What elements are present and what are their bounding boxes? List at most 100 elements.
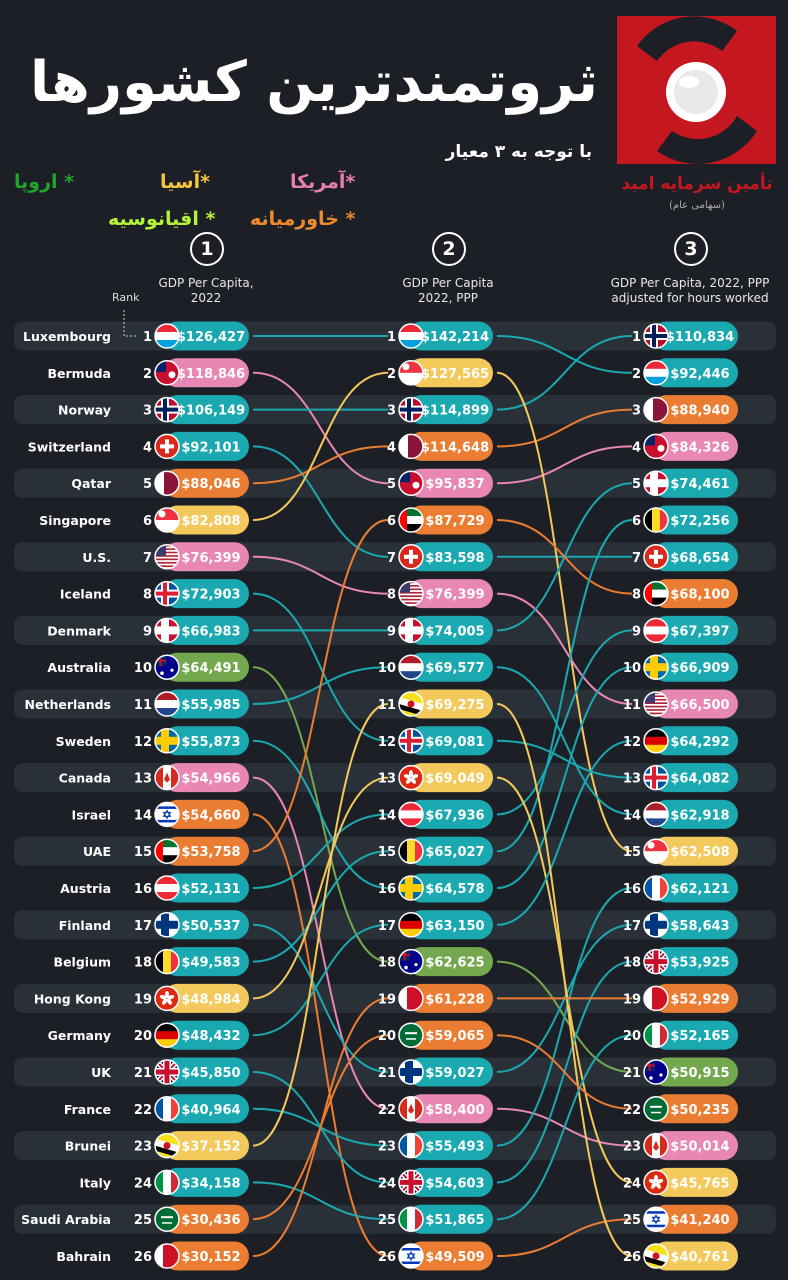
value-pill — [407, 1167, 493, 1197]
country-label: Austria — [60, 881, 111, 896]
rank-label: 1 — [143, 330, 152, 345]
ranking-row: $62,625 18 — [378, 947, 493, 977]
rank-label: 23 — [134, 1140, 152, 1155]
ranking-row: $74,005 9 — [387, 615, 493, 645]
legend-america: *آمریکا — [290, 171, 356, 193]
value-label: $69,081 — [425, 735, 484, 750]
ranking-row: $82,808 6 Singapore — [39, 505, 249, 535]
ranking-row: $48,432 20 Germany — [48, 1020, 249, 1050]
value-pill — [163, 431, 249, 461]
value-pill — [407, 505, 493, 535]
denmark-flag-icon — [154, 617, 180, 644]
rank-label: 17 — [134, 919, 152, 934]
ranking-row: $92,446 2 — [632, 358, 738, 388]
value-label: $88,940 — [670, 404, 729, 419]
rank-label: 21 — [378, 1066, 396, 1081]
country-label: Italy — [80, 1175, 112, 1190]
value-label: $52,131 — [181, 882, 240, 897]
denmark-flag-icon — [398, 617, 424, 644]
ranking-row: $51,865 25 — [378, 1204, 493, 1234]
germany-flag-icon — [154, 1022, 180, 1048]
rank-label: 4 — [632, 440, 641, 455]
france-flag-icon — [643, 875, 669, 901]
rank-label: 10 — [623, 661, 641, 676]
value-pill — [163, 652, 249, 682]
connector-line — [252, 445, 389, 558]
france-flag-icon — [154, 1096, 180, 1122]
belgium-flag-icon — [643, 507, 669, 533]
value-label: $51,865 — [425, 1213, 484, 1228]
belgium-flag-icon — [398, 838, 424, 864]
legend-oceania: * اقیانوسیه — [108, 208, 216, 230]
rank-label: 5 — [143, 477, 152, 492]
connector-line — [252, 739, 389, 889]
value-pill — [407, 726, 493, 756]
connector-line — [496, 703, 633, 1257]
value-pill — [407, 579, 493, 609]
value-label: $83,598 — [425, 551, 484, 566]
iceland-flag-icon — [643, 764, 669, 791]
page-subtitle: با توجه به ۳ معیار — [445, 142, 592, 162]
value-pill — [407, 910, 493, 940]
value-label: $62,918 — [670, 808, 729, 823]
switzerland-flag-icon — [643, 544, 669, 570]
ranking-row: $48,984 19 Hong Kong — [34, 983, 249, 1013]
value-pill — [163, 799, 249, 829]
value-label: $53,758 — [181, 845, 240, 860]
rank-label: 26 — [134, 1250, 152, 1265]
value-pill — [163, 358, 249, 388]
italy-flag-icon — [643, 1022, 669, 1048]
ranking-row: $95,837 5 — [387, 468, 493, 498]
france-flag-icon — [398, 1132, 424, 1159]
value-pill — [652, 726, 738, 756]
value-label: $114,899 — [421, 404, 489, 419]
value-label: $58,643 — [670, 919, 729, 934]
value-pill — [652, 689, 738, 719]
uae-flag-icon — [154, 838, 180, 864]
ranking-row: $52,929 19 — [623, 983, 738, 1013]
column-3-header: GDP Per Capita, 2022, PPP adjusted for ho… — [610, 276, 770, 305]
rank-label: 8 — [632, 588, 641, 603]
value-pill — [407, 689, 493, 719]
rank-label: 7 — [143, 551, 152, 566]
value-label: $30,436 — [181, 1213, 240, 1228]
rank-label: Rank — [112, 291, 140, 304]
country-label: Finland — [59, 918, 111, 933]
austria-flag-icon — [643, 617, 669, 644]
ranking-row: $69,275 11 — [378, 689, 493, 719]
ranking-row: $106,149 3 Norway — [58, 395, 249, 425]
rank-label: 12 — [623, 735, 641, 750]
israel-flag-icon — [643, 1206, 669, 1232]
rank-label: 15 — [378, 845, 396, 860]
brand-subname: (سهامی عام) — [669, 200, 725, 211]
rank-label: 15 — [623, 845, 641, 860]
rank-label: 26 — [623, 1250, 641, 1265]
value-label: $67,936 — [425, 808, 484, 823]
country-label: Netherlands — [25, 697, 111, 712]
ranking-row: $55,493 23 — [378, 1131, 493, 1161]
ranking-row: $66,500 11 — [623, 689, 738, 719]
value-pill — [407, 1131, 493, 1161]
rank-label: 13 — [378, 772, 396, 787]
value-pill — [163, 542, 249, 572]
country-label: Belgium — [54, 955, 111, 970]
value-label: $49,509 — [425, 1250, 484, 1265]
country-label: Canada — [59, 771, 111, 786]
ranking-row: $50,537 17 Finland — [59, 910, 249, 940]
country-label: Sweden — [56, 734, 111, 749]
ranking-row: $68,100 8 — [632, 579, 738, 609]
value-label: $55,493 — [425, 1140, 484, 1155]
connector-line — [252, 592, 389, 742]
value-pill — [652, 1241, 738, 1271]
ranking-row: $76,399 8 — [387, 579, 493, 609]
value-pill — [652, 1131, 738, 1161]
ranking-row: $118,846 2 Bermuda — [48, 358, 249, 388]
austria-flag-icon — [154, 875, 180, 901]
value-label: $64,292 — [670, 735, 729, 750]
value-label: $50,915 — [670, 1066, 729, 1081]
connector-line — [496, 445, 633, 485]
connector-line — [496, 592, 633, 705]
rank-label: 23 — [623, 1140, 641, 1155]
ranking-row: $110,834 1 — [632, 321, 738, 351]
